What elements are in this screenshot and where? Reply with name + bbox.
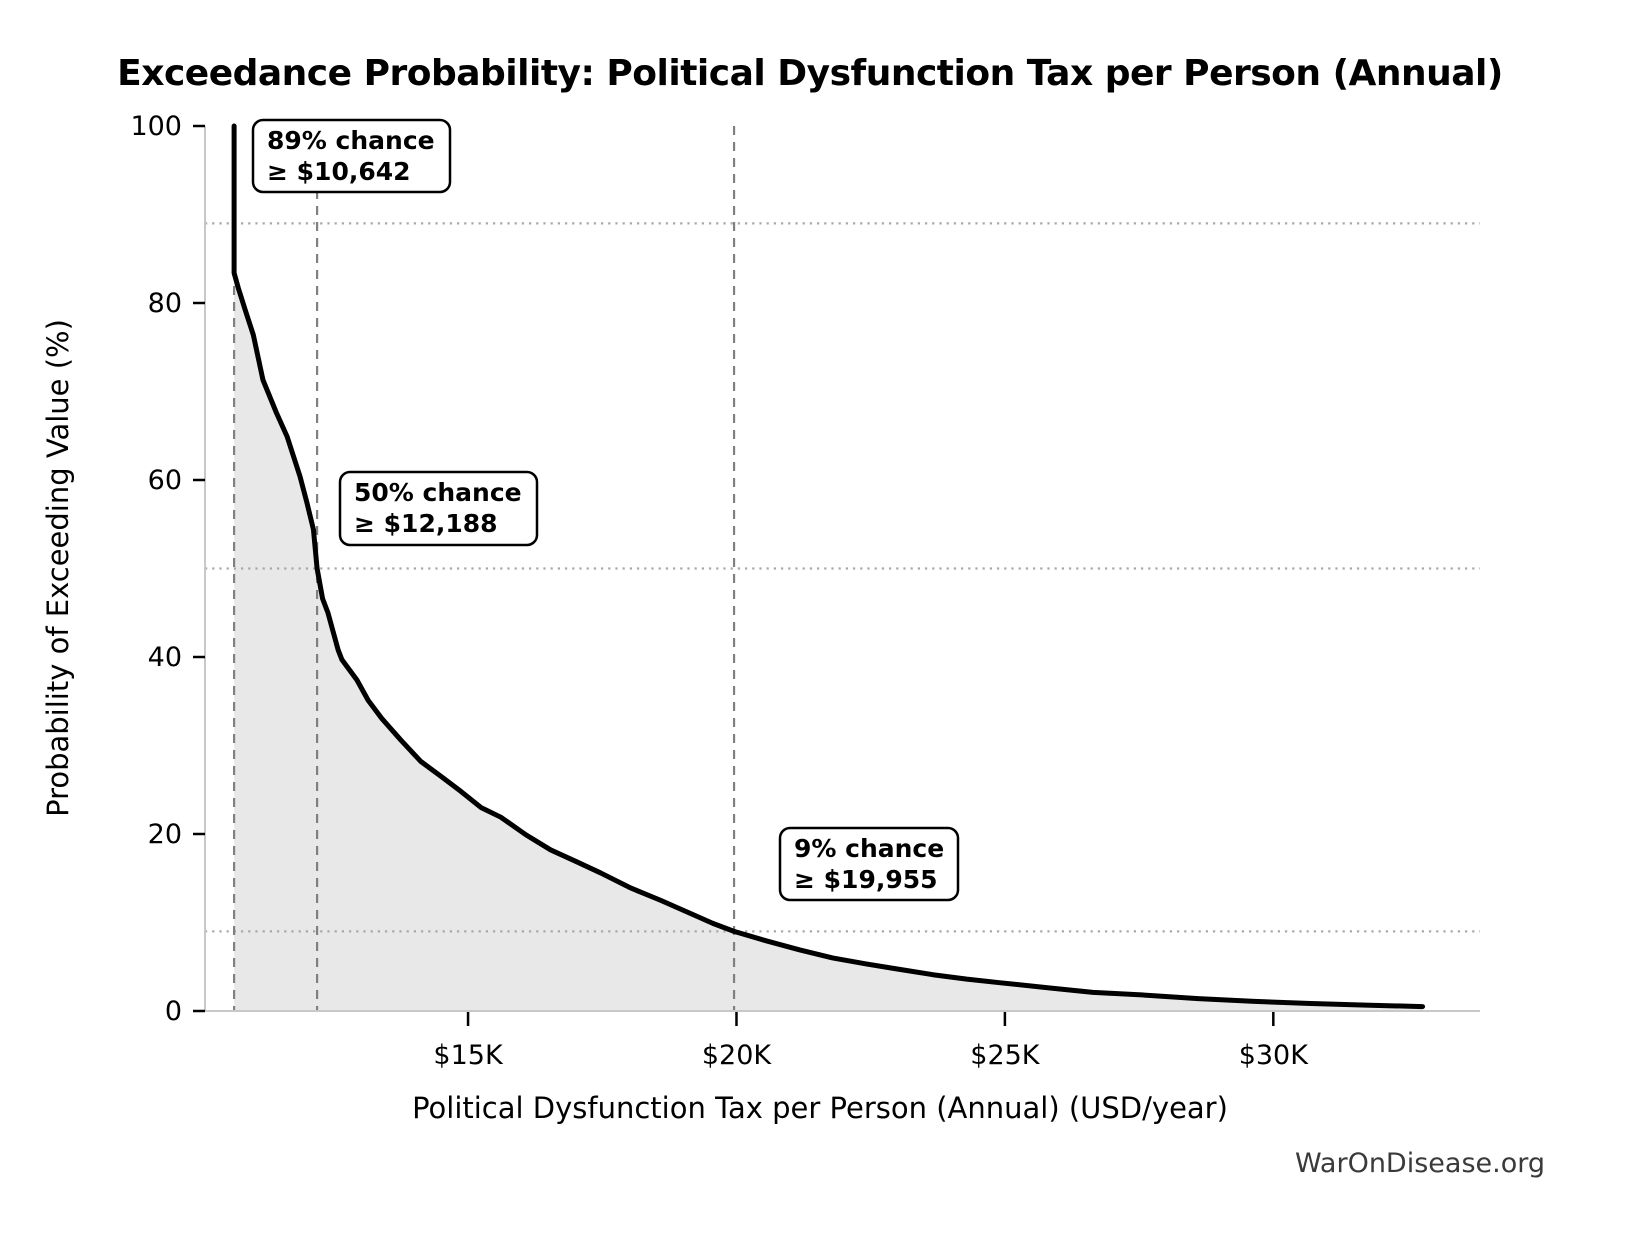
annotation-box-9pct xyxy=(778,826,960,902)
annotation-line1-89pct: 89% chance xyxy=(267,126,435,155)
y-tick-label-60: 60 xyxy=(148,465,182,496)
chart-title: Exceedance Probability: Political Dysfun… xyxy=(117,53,1503,94)
annotation-layer: 89% chance≥ $10,642 50% chance≥ $12,188 9%… xyxy=(251,118,960,902)
annotation-9pct: 9% chance≥ $19,955 xyxy=(778,826,960,902)
annotation-50pct: 50% chance≥ $12,188 xyxy=(338,470,539,547)
watermark: WarOnDisease.org xyxy=(1295,1148,1545,1179)
x-tick-label-25000: $25K xyxy=(970,1040,1041,1071)
curve-area-fill xyxy=(234,126,1423,1011)
x-tick-label-20000: $20K xyxy=(702,1040,773,1071)
y-tick-label-80: 80 xyxy=(148,288,182,319)
annotation-box-50pct xyxy=(338,470,539,547)
annotation-box-89pct xyxy=(251,118,452,194)
annotation-89pct: 89% chance≥ $10,642 xyxy=(251,118,452,194)
tick-layer: $15K $20K $25K $30K 0 20 40 60 80 100 xyxy=(130,111,1309,1071)
annotation-line2-89pct: ≥ $10,642 xyxy=(267,157,411,186)
y-axis-label: Probability of Exceeding Value (%) xyxy=(41,319,75,817)
annotation-line1-50pct: 50% chance xyxy=(354,478,522,507)
exceedance-curve xyxy=(231,123,1426,1010)
annotation-line1-9pct: 9% chance xyxy=(794,834,944,863)
y-tick-label-40: 40 xyxy=(148,642,182,673)
y-tick-label-0: 0 xyxy=(165,996,182,1027)
annotation-line2-9pct: ≥ $19,955 xyxy=(794,865,938,894)
x-tick-label-15000: $15K xyxy=(433,1040,504,1071)
x-tick-label-30000: $30K xyxy=(1239,1040,1310,1071)
x-axis-label: Political Dysfunction Tax per Person (An… xyxy=(412,1091,1228,1125)
y-tick-label-20: 20 xyxy=(148,819,182,850)
curve-layer xyxy=(231,123,1426,1010)
area-fill-layer xyxy=(234,126,1423,1011)
y-tick-label-100: 100 xyxy=(130,111,182,142)
axis-spine-layer xyxy=(204,126,1480,1012)
annotation-line2-50pct: ≥ $12,188 xyxy=(354,509,498,538)
